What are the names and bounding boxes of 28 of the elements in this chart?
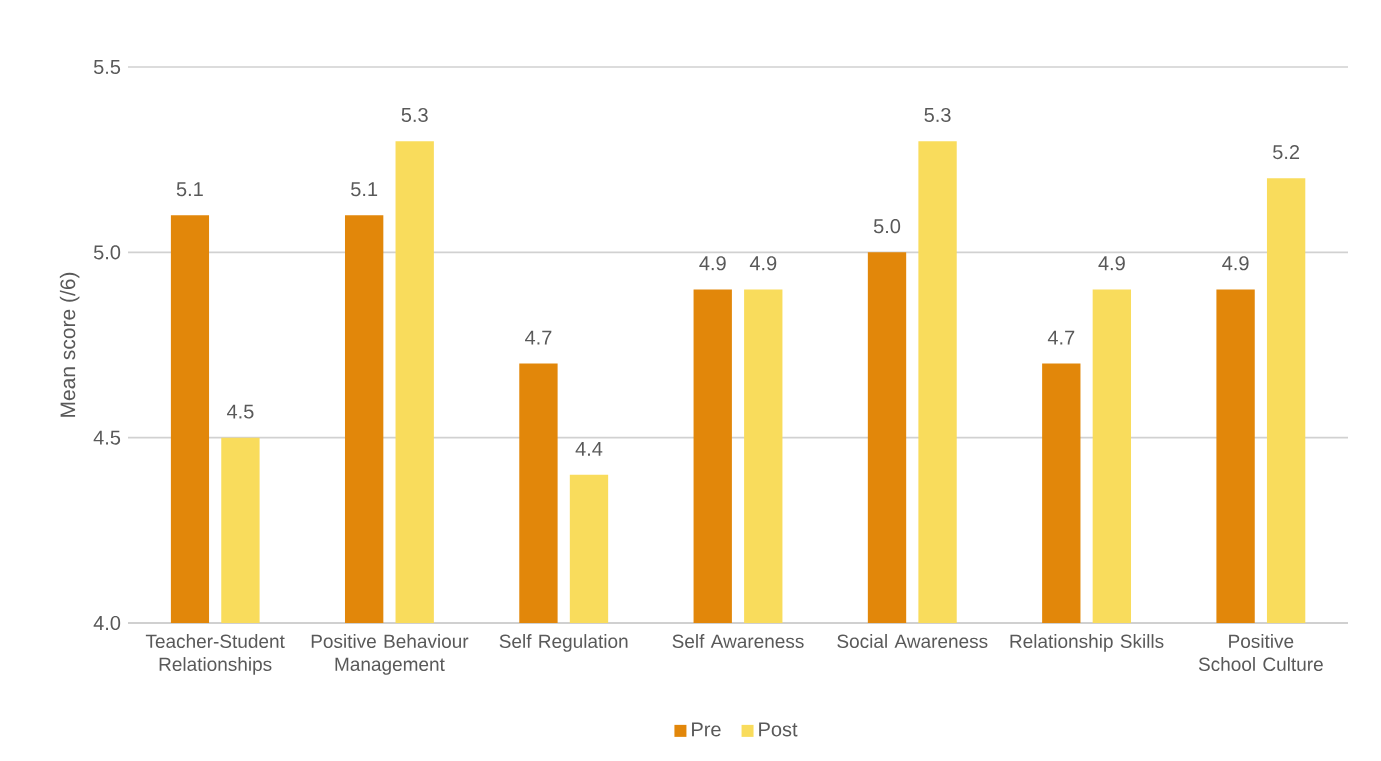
data-label: 5.1	[351, 182, 378, 197]
data-label: 4.7	[525, 330, 552, 345]
y-axis-title: Mean score (/6)	[59, 272, 80, 417]
data-label: 4.4	[575, 441, 603, 456]
data-label: 4.9	[1098, 256, 1125, 271]
data-label: 5.1	[176, 182, 203, 197]
x-tick-label: Social Awareness	[837, 634, 988, 649]
data-label: 4.5	[226, 404, 254, 419]
data-label: 4.9	[699, 256, 726, 271]
y-tick-label: 5.5	[93, 60, 121, 74]
data-label: 5.3	[924, 107, 951, 123]
data-label: 4.9	[1222, 256, 1249, 271]
data-label: 5.3	[401, 107, 428, 123]
legend-label: Pre	[692, 722, 721, 737]
y-tick-label: 4.0	[93, 615, 121, 631]
x-tick-label: Positive School Culture	[1198, 634, 1323, 672]
x-tick-label: Positive Behaviour Management	[311, 634, 469, 675]
data-label: 5.2	[1273, 144, 1300, 160]
x-tick-label: Self Regulation	[499, 634, 628, 652]
legend-label: Post	[759, 722, 798, 737]
x-tick-label: Self Awareness	[672, 634, 804, 649]
x-tick-label: Teacher-Student Relationships	[145, 634, 285, 675]
data-label: 5.0	[873, 219, 901, 234]
data-label: 4.7	[1047, 330, 1075, 345]
y-tick-label: 4.5	[93, 430, 121, 445]
data-label: 4.9	[749, 256, 777, 271]
x-tick-label: Relationship Skills	[1010, 634, 1164, 652]
y-tick-label: 5.0	[93, 245, 121, 260]
